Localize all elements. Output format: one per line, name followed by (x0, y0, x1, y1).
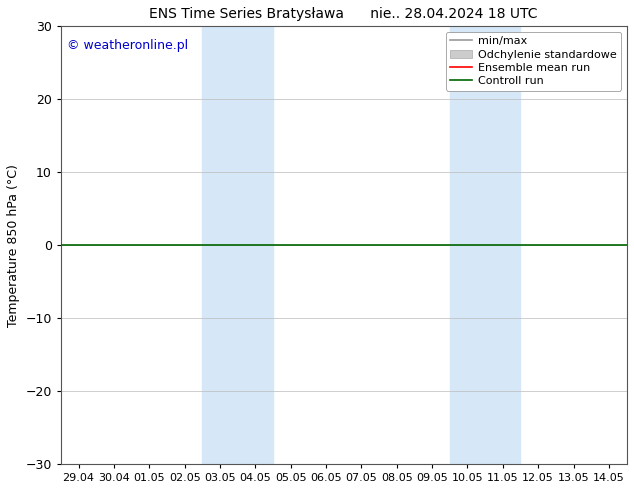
Title: ENS Time Series Bratysława      nie.. 28.04.2024 18 UTC: ENS Time Series Bratysława nie.. 28.04.2… (150, 7, 538, 21)
Text: © weatheronline.pl: © weatheronline.pl (67, 39, 188, 52)
Y-axis label: Temperature 850 hPa (°C): Temperature 850 hPa (°C) (7, 164, 20, 327)
Bar (450, 26, 521, 464)
Legend: min/max, Odchylenie standardowe, Ensemble mean run, Controll run: min/max, Odchylenie standardowe, Ensembl… (446, 32, 621, 91)
Bar (202, 26, 273, 464)
